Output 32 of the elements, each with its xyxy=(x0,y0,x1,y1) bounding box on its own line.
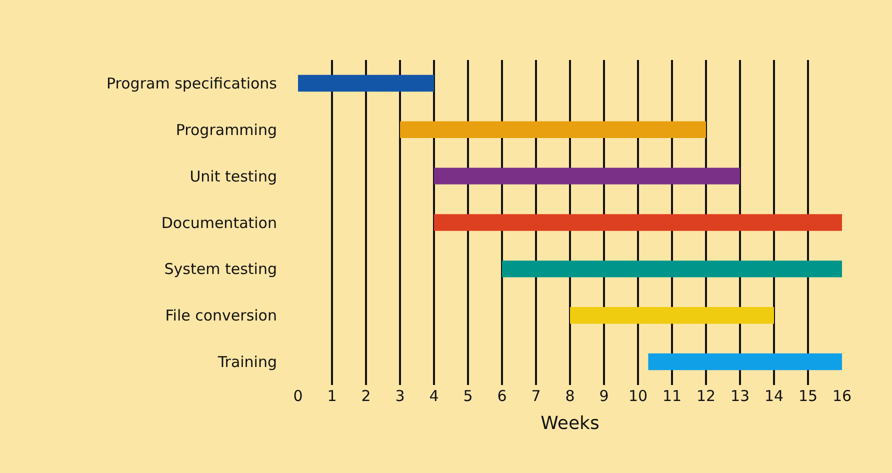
bar xyxy=(434,214,842,231)
y-tick-label: System testing xyxy=(164,260,277,278)
x-tick-label: 15 xyxy=(798,387,818,405)
y-tick-label: Programming xyxy=(176,120,277,139)
x-tick-label: 13 xyxy=(730,387,750,405)
x-tick-label: 10 xyxy=(628,387,648,405)
x-tick-label: 14 xyxy=(764,387,784,405)
bar xyxy=(298,74,434,92)
x-axis-title: Weeks xyxy=(540,413,600,434)
bar xyxy=(434,168,740,184)
x-tick-label: 5 xyxy=(463,387,473,405)
y-tick-label: Training xyxy=(216,353,277,372)
x-tick-label: 11 xyxy=(662,387,682,405)
x-tick-label: 4 xyxy=(429,387,439,405)
y-tick-label: Program specifications xyxy=(106,74,278,92)
y-tick-label: File conversion xyxy=(165,306,277,325)
x-tick-label: 9 xyxy=(599,387,609,405)
x-tick-label: 2 xyxy=(361,387,371,405)
bar xyxy=(502,260,842,278)
x-tick-label: 6 xyxy=(497,387,507,405)
y-tick-label: Unit testing xyxy=(190,167,277,186)
y-tick-label: Documentation xyxy=(161,214,277,232)
bar xyxy=(400,121,706,138)
x-tick-label: 8 xyxy=(565,387,575,405)
x-tick-label: 16 xyxy=(832,387,852,405)
x-tick-label: 3 xyxy=(395,387,405,405)
x-tick-label: 12 xyxy=(696,387,716,405)
bar xyxy=(648,353,842,370)
x-tick-label: 7 xyxy=(531,387,541,405)
x-tick-label: 1 xyxy=(327,387,337,405)
x-tick-label: 0 xyxy=(293,387,303,405)
bar xyxy=(570,307,774,324)
